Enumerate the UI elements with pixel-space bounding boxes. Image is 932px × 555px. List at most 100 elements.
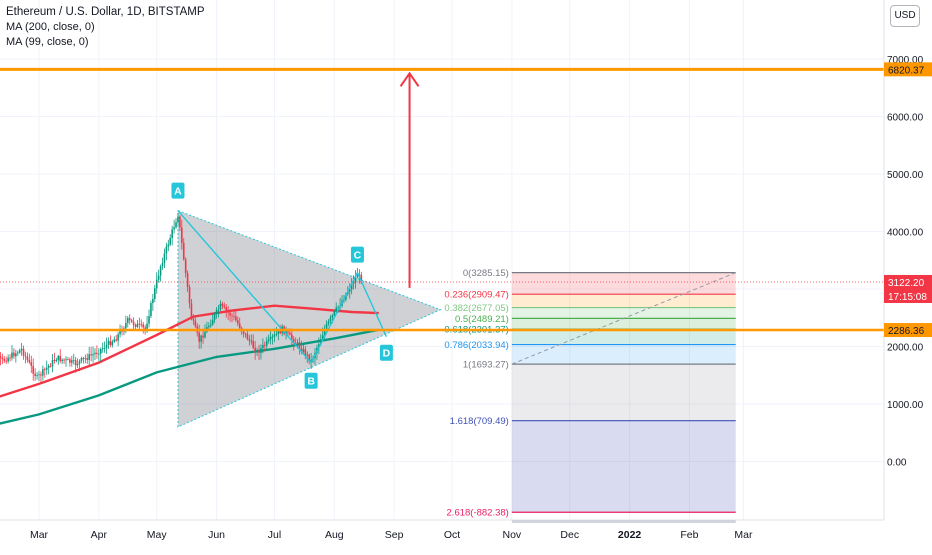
candle-body [325, 323, 328, 330]
candle-body [15, 353, 17, 357]
candle-body [323, 329, 326, 336]
candle-body [258, 350, 260, 353]
target-arrow-head [399, 71, 420, 87]
candle-body [173, 227, 175, 230]
candle-body [72, 360, 75, 362]
candle-body [350, 283, 353, 290]
indicator-ma200[interactable]: MA (200, close, 0) [6, 21, 95, 33]
fib-level-label: 0(3285.15) [463, 268, 509, 279]
candle-body [292, 339, 295, 344]
candle-body [200, 335, 202, 342]
time-tick-label: Jun [208, 529, 225, 541]
candle-body [177, 216, 179, 223]
candle-body [76, 364, 79, 366]
candle-body [13, 352, 15, 357]
ma200-line [0, 328, 379, 425]
currency-button[interactable]: USD [890, 5, 920, 27]
last-price-tag: 3122.20 17:15:08 [884, 274, 932, 303]
candle-body [248, 339, 251, 341]
fib-zone [511, 420, 736, 513]
candle-body [63, 359, 65, 361]
candle-body [181, 227, 183, 243]
candle-body [304, 349, 307, 356]
candle-body [1, 357, 4, 360]
time-tick-label: Nov [503, 529, 522, 541]
candle-body [246, 333, 249, 340]
candle-body [24, 355, 27, 357]
price-tick-label: 1000.00 [887, 400, 924, 411]
candle-body [179, 216, 181, 228]
last-price-tag-bg [884, 274, 932, 303]
price-tick-label: 5000.00 [887, 170, 924, 181]
candle-body [167, 244, 170, 247]
candle-body [136, 323, 139, 327]
target-price-tag-bg [884, 62, 932, 77]
time-tick-label: Sep [385, 529, 404, 541]
fib-level-label: 2.618(-882.38) [447, 508, 509, 519]
candle-body [47, 365, 50, 368]
candle-body [96, 352, 98, 354]
candle-body [223, 305, 226, 308]
candle-body [20, 348, 23, 351]
candle-body [3, 359, 6, 361]
candle-body [80, 358, 83, 361]
fib-zone [511, 344, 736, 365]
candle-body [59, 356, 62, 362]
fib-zone [511, 307, 736, 319]
fib-range-marker [511, 520, 736, 523]
candle-body [302, 349, 305, 352]
candle-body [99, 349, 102, 354]
candle-body [65, 359, 67, 361]
candle-body [88, 354, 90, 360]
candle-body [175, 222, 177, 228]
candle-body [82, 358, 85, 359]
candle-body [194, 320, 197, 327]
candle-body [125, 323, 127, 329]
candle-body [36, 375, 38, 377]
indicator-ma99[interactable]: MA (99, close, 0) [6, 36, 89, 48]
candle-body [0, 356, 2, 358]
candle-body [90, 354, 92, 356]
candle-body [134, 324, 137, 327]
candle-body [61, 359, 63, 362]
candle-body [289, 332, 291, 335]
candle-body [107, 340, 110, 345]
fib-level-label: 0.382(2677.05) [444, 303, 508, 314]
candle-body [105, 344, 108, 349]
fib-trend-line [511, 272, 736, 365]
candle-body [329, 317, 332, 322]
candle-body [356, 275, 359, 278]
candle-body [165, 246, 168, 254]
fib-level-label: 0.786(2033.94) [444, 340, 508, 351]
time-axis-bg [0, 520, 932, 550]
candle-body [111, 341, 114, 346]
candle-body [321, 335, 324, 340]
candle-body [126, 318, 129, 324]
candle-body [53, 359, 56, 361]
candle-body [34, 373, 36, 377]
candle-body [215, 309, 218, 315]
candle-body [231, 315, 233, 317]
candle-body [69, 359, 71, 363]
fib-zone [511, 329, 736, 345]
time-tick-label: Feb [680, 529, 698, 541]
candle-body [208, 325, 210, 328]
candle-body [331, 315, 334, 318]
candle-body [157, 275, 160, 280]
candle-body [256, 350, 258, 353]
candle-body [211, 319, 214, 325]
candle-body [55, 359, 58, 361]
symbol-title[interactable]: Ethereum / U.S. Dollar, 1D, BITSTAMP [6, 6, 205, 18]
candle-body [171, 229, 173, 238]
pattern-point-d: D [379, 344, 393, 361]
candle-body [113, 339, 116, 342]
candle-body [345, 293, 347, 300]
candle-body [161, 263, 164, 267]
price-axis-bg [884, 0, 932, 520]
candle-body [235, 316, 237, 321]
candle-body [188, 287, 191, 304]
time-tick-label: Dec [560, 529, 579, 541]
pattern-label-box [304, 372, 318, 389]
